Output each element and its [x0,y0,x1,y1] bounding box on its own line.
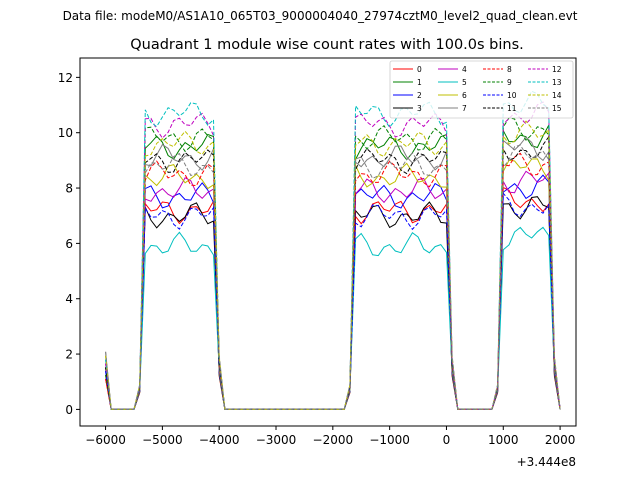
y-tick-label: 6 [65,237,73,251]
legend-box [389,60,574,119]
x-tick-label: −2000 [313,433,354,447]
x-tick-label: 0 [443,433,451,447]
legend-label: 14 [552,91,562,100]
series-line-4 [105,170,561,410]
series-line-6 [105,158,561,410]
legend-label: 3 [417,104,422,113]
x-tick-label: −3000 [256,433,297,447]
series-layer [105,90,561,410]
plot-frame [79,57,577,427]
x-tick-label: −6000 [85,433,126,447]
legend-label: 12 [552,65,562,74]
series-line-9 [105,117,561,410]
legend-label: 13 [552,78,562,87]
y-tick-label: 4 [65,292,73,306]
series-line-7 [105,136,561,410]
series-line-10 [105,192,561,410]
legend-label: 6 [462,91,467,100]
legend-label: 9 [507,78,512,87]
x-tick-label: −5000 [142,433,183,447]
legend-label: 0 [417,65,422,74]
series-line-1 [105,123,561,410]
y-axis: 0 2 4 6 8 10 12 [58,71,80,417]
chart-title: Quadrant 1 module wise count rates with … [130,37,524,53]
x-tick-label: 2000 [545,433,576,447]
series-line-14 [105,120,561,410]
series-line-5 [105,226,561,410]
x-offset-label: +3.444e8 [517,455,576,469]
legend-label: 8 [507,65,512,74]
y-tick-label: 8 [65,182,73,196]
x-tick-label: 1000 [488,433,519,447]
y-tick-label: 2 [65,348,73,362]
series-line-15 [105,144,561,410]
legend-label: 11 [507,104,517,113]
legend-label: 10 [507,91,517,100]
series-line-2 [105,174,561,410]
y-tick-label: 0 [65,403,73,417]
series-line-11 [105,135,561,410]
y-tick-label: 12 [58,71,73,85]
x-axis: −6000 −5000 −4000 −3000 −2000 −1000 0 1000 2000 [85,426,575,447]
suptitle: Data file: modeM0/AS1A10_065T03_90000040… [63,9,578,23]
x-tick-label: −1000 [369,433,410,447]
legend-label: 1 [417,78,422,87]
series-line-8 [105,152,561,410]
legend-label: 2 [417,91,422,100]
series-line-0 [105,186,561,410]
legend-label: 15 [552,104,562,113]
y-tick-label: 10 [58,126,73,140]
x-tick-label: −4000 [199,433,240,447]
legend-label: 7 [462,104,467,113]
legend-label: 5 [462,78,467,87]
series-line-3 [105,196,561,410]
legend-label: 4 [462,65,467,74]
series-line-13 [105,90,561,410]
